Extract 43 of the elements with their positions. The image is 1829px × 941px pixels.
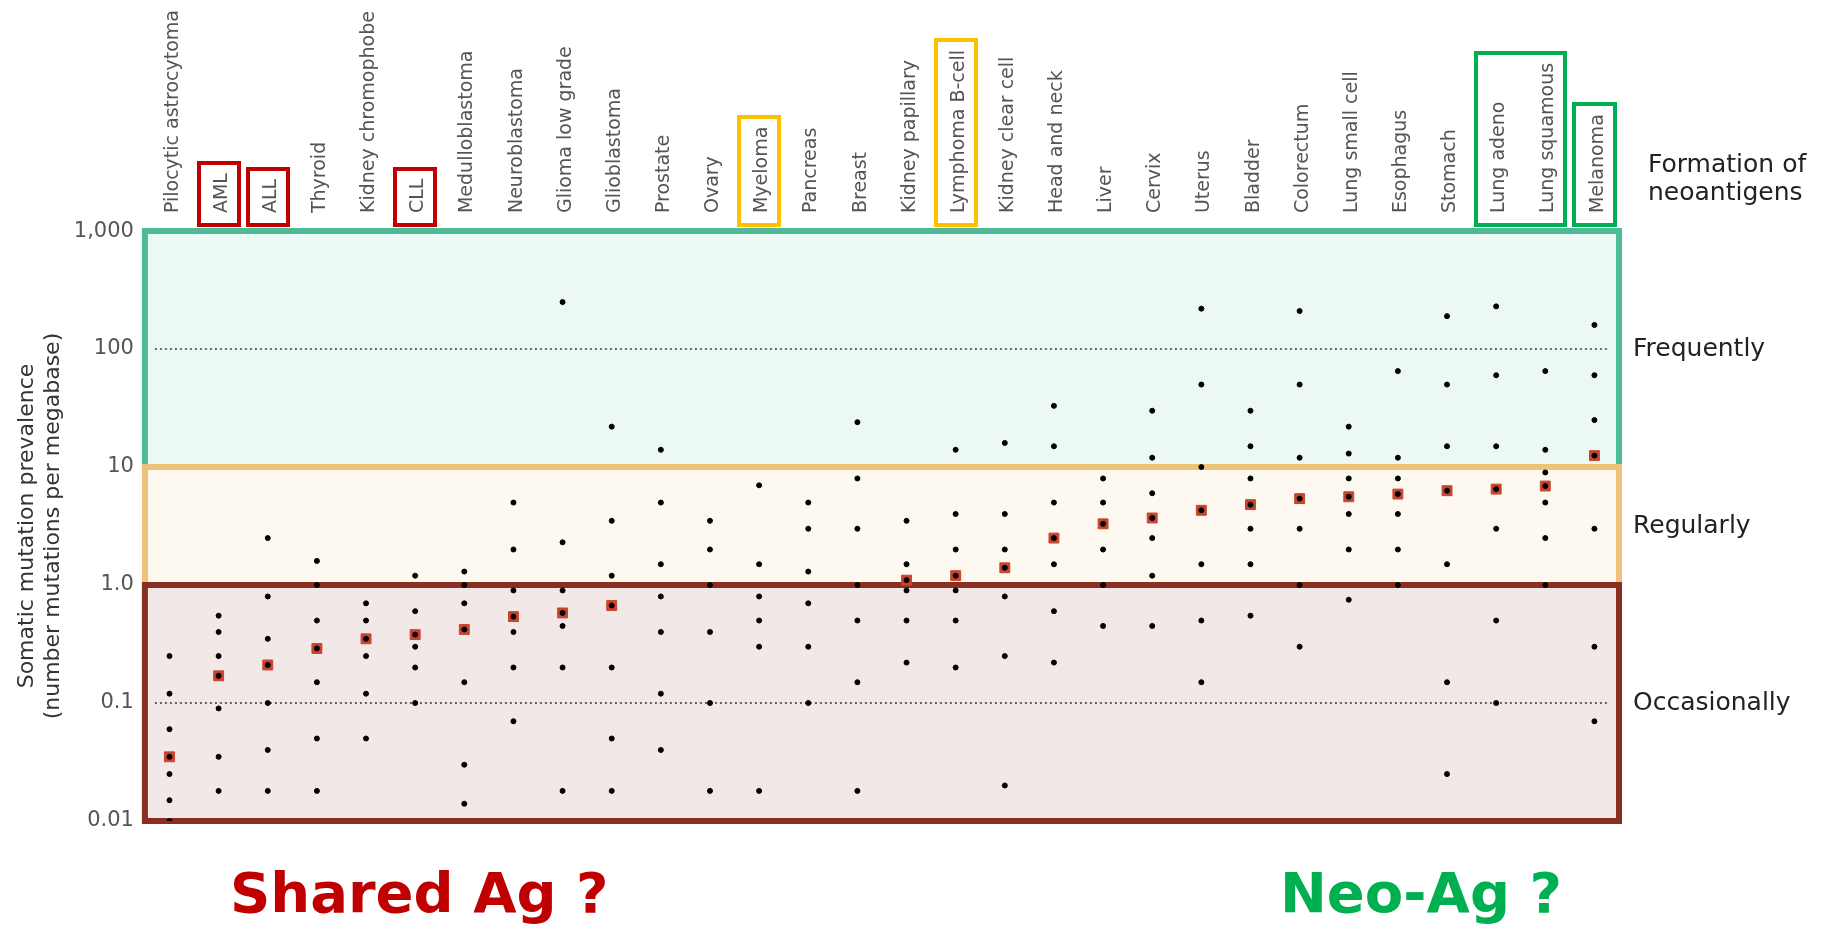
x-tick-label: Cervix (1142, 152, 1165, 214)
x-tick-label: Neuroblastoma (503, 67, 526, 214)
x-tick-label: Kidney clear cell (994, 56, 1017, 214)
y-tick-label: 1.0 (100, 571, 134, 596)
y-tick-label: 0.1 (100, 689, 134, 714)
x-tick-label: Prostate (650, 134, 673, 214)
x-tick-label: Lung adeno (1486, 101, 1509, 214)
x-tick-label: Melanoma (1584, 114, 1607, 214)
band-label: Frequently (1633, 332, 1766, 362)
x-tick-label: Uterus (1191, 150, 1214, 214)
x-tick-label: Pilocytic astrocytoma (159, 9, 182, 214)
x-tick-label: Thyroid (307, 141, 330, 215)
x-tick-label: Colorectum (1289, 103, 1312, 214)
x-tick-label: Breast (847, 151, 870, 214)
band-label: Regularly (1633, 509, 1751, 539)
text: Formation of neoantigens (1648, 149, 1808, 206)
x-tick-label: ALL (257, 178, 280, 214)
x-tick-label: Lung squamous (1535, 62, 1558, 214)
x-tick-label: CLL (405, 178, 428, 214)
x-tick-label: Glioma low grade (552, 46, 575, 214)
x-tick-label: Pancreas (798, 127, 821, 214)
x-tick-label: Glioblastoma (601, 88, 624, 214)
y-tick-label: 1,000 (73, 217, 134, 242)
x-tick-label: Medulloblastoma (454, 50, 477, 214)
y-tick-label: 100 (93, 335, 134, 360)
x-tick-label: Ovary (700, 156, 723, 214)
x-tick-label: Head and neck (1044, 70, 1067, 214)
y-tick-label: 0.01 (87, 807, 134, 832)
x-tick-label: Kidney chromophobe (356, 11, 379, 214)
x-tick-label: Esophagus (1388, 109, 1411, 214)
x-tick-label: Lung small cell (1338, 71, 1361, 214)
x-tick-label: Bladder (1240, 139, 1263, 214)
y-axis-title: Somatic mutation prevalence (number mutations per megabase) (12, 332, 65, 720)
text: Neo-Ag ? (1280, 860, 1562, 925)
x-tick-label: Kidney papillary (896, 59, 919, 214)
y-tick-label: 10 (107, 453, 134, 478)
band-label: Occasionally (1633, 686, 1791, 716)
x-tick-label: Myeloma (749, 126, 772, 214)
text: Shared Ag ? (230, 860, 609, 925)
x-tick-label: Liver (1093, 166, 1116, 214)
x-tick-label: Stomach (1437, 129, 1460, 214)
x-tick-label: Lymphoma B-cell (945, 49, 968, 214)
x-tick-label: AML (208, 172, 231, 214)
